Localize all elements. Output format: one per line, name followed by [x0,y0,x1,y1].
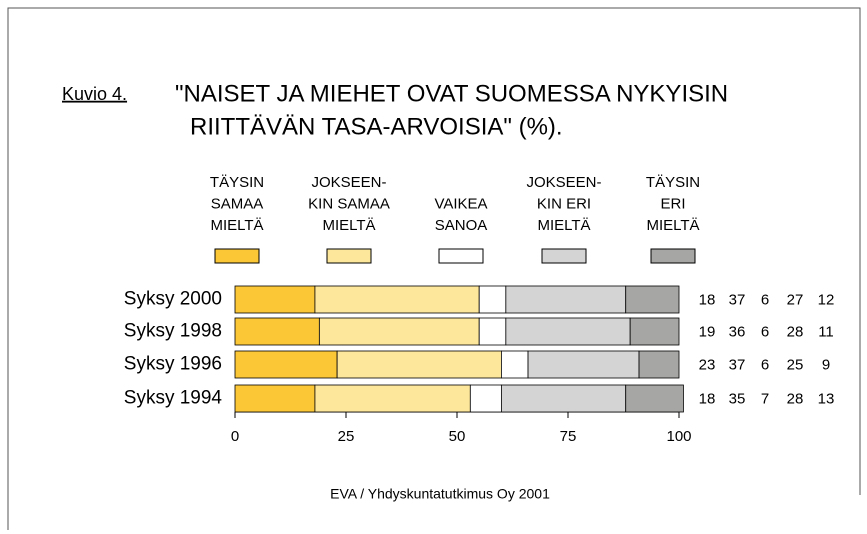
bar-segment [234,285,316,314]
legend-swatch [326,248,372,264]
x-tick-label: 50 [449,428,466,445]
value-label: 11 [818,323,834,340]
bar-segment [478,317,507,346]
value-label: 35 [729,390,746,407]
bar-segment [314,384,471,413]
value-label: 37 [729,291,746,308]
frame [7,7,861,530]
value-label: 6 [761,323,769,340]
value-label: 23 [699,356,716,373]
value-label: 18 [699,390,716,407]
legend-label: TÄYSIN ERI MIELTÄ [646,174,700,234]
value-label: 37 [729,356,746,373]
legend-swatch [650,248,696,264]
legend-swatch [438,248,484,264]
bar-segment [234,384,316,413]
chart-title: RIITTÄVÄN TASA-ARVOISIA" (%). [190,113,563,140]
bar-segment [500,350,529,379]
value-label: 18 [699,291,716,308]
bar-segment [478,285,507,314]
legend-swatch [214,248,260,264]
value-label: 6 [761,356,769,373]
bar-segment [336,350,502,379]
bar-segment [234,317,320,346]
value-label: 25 [787,356,804,373]
bar-segment [527,350,640,379]
bar-segment [505,317,631,346]
category-label: Syksy 1994 [124,388,223,409]
x-tick-label: 25 [338,428,355,445]
legend-label: VAIKEA SANOA [434,195,487,234]
legend-label: JOKSEEN-KIN SAMAA MIELTÄ [308,174,390,234]
bar-segment [505,285,627,314]
value-label: 28 [787,323,804,340]
bar-segment [500,384,627,413]
bar-segment [469,384,502,413]
category-label: Syksy 1996 [124,354,222,375]
legend-label: JOKSEEN-KIN ERI MIELTÄ [526,174,601,234]
value-label: 36 [729,323,746,340]
legend-label: TÄYSIN SAMAA MIELTÄ [210,174,264,234]
x-tick-label: 0 [231,428,239,445]
value-label: 13 [818,390,835,407]
figure-label: Kuvio 4. [62,84,127,104]
bar-segment [318,317,480,346]
category-label: Syksy 1998 [124,321,222,342]
x-tick-label: 75 [560,428,577,445]
bar-segment [625,384,684,413]
value-label: 6 [761,291,769,308]
chart-title: "NAISET JA MIEHET OVAT SUOMESSA NYKYISIN [175,80,728,107]
value-label: 27 [787,291,804,308]
bar-segment [234,350,338,379]
bar-segment [314,285,480,314]
source: EVA / Yhdyskuntatutkimus Oy 2001 [330,486,550,502]
bar-segment [638,350,680,379]
value-label: 12 [818,291,835,308]
category-label: Syksy 2000 [124,289,222,310]
x-tick-label: 100 [666,428,691,445]
value-label: 28 [787,390,804,407]
bar-segment [629,317,680,346]
bar-segment [625,285,680,314]
value-label: 9 [822,356,830,373]
value-label: 19 [699,323,716,340]
legend-swatch [541,248,587,264]
value-label: 7 [761,390,769,407]
